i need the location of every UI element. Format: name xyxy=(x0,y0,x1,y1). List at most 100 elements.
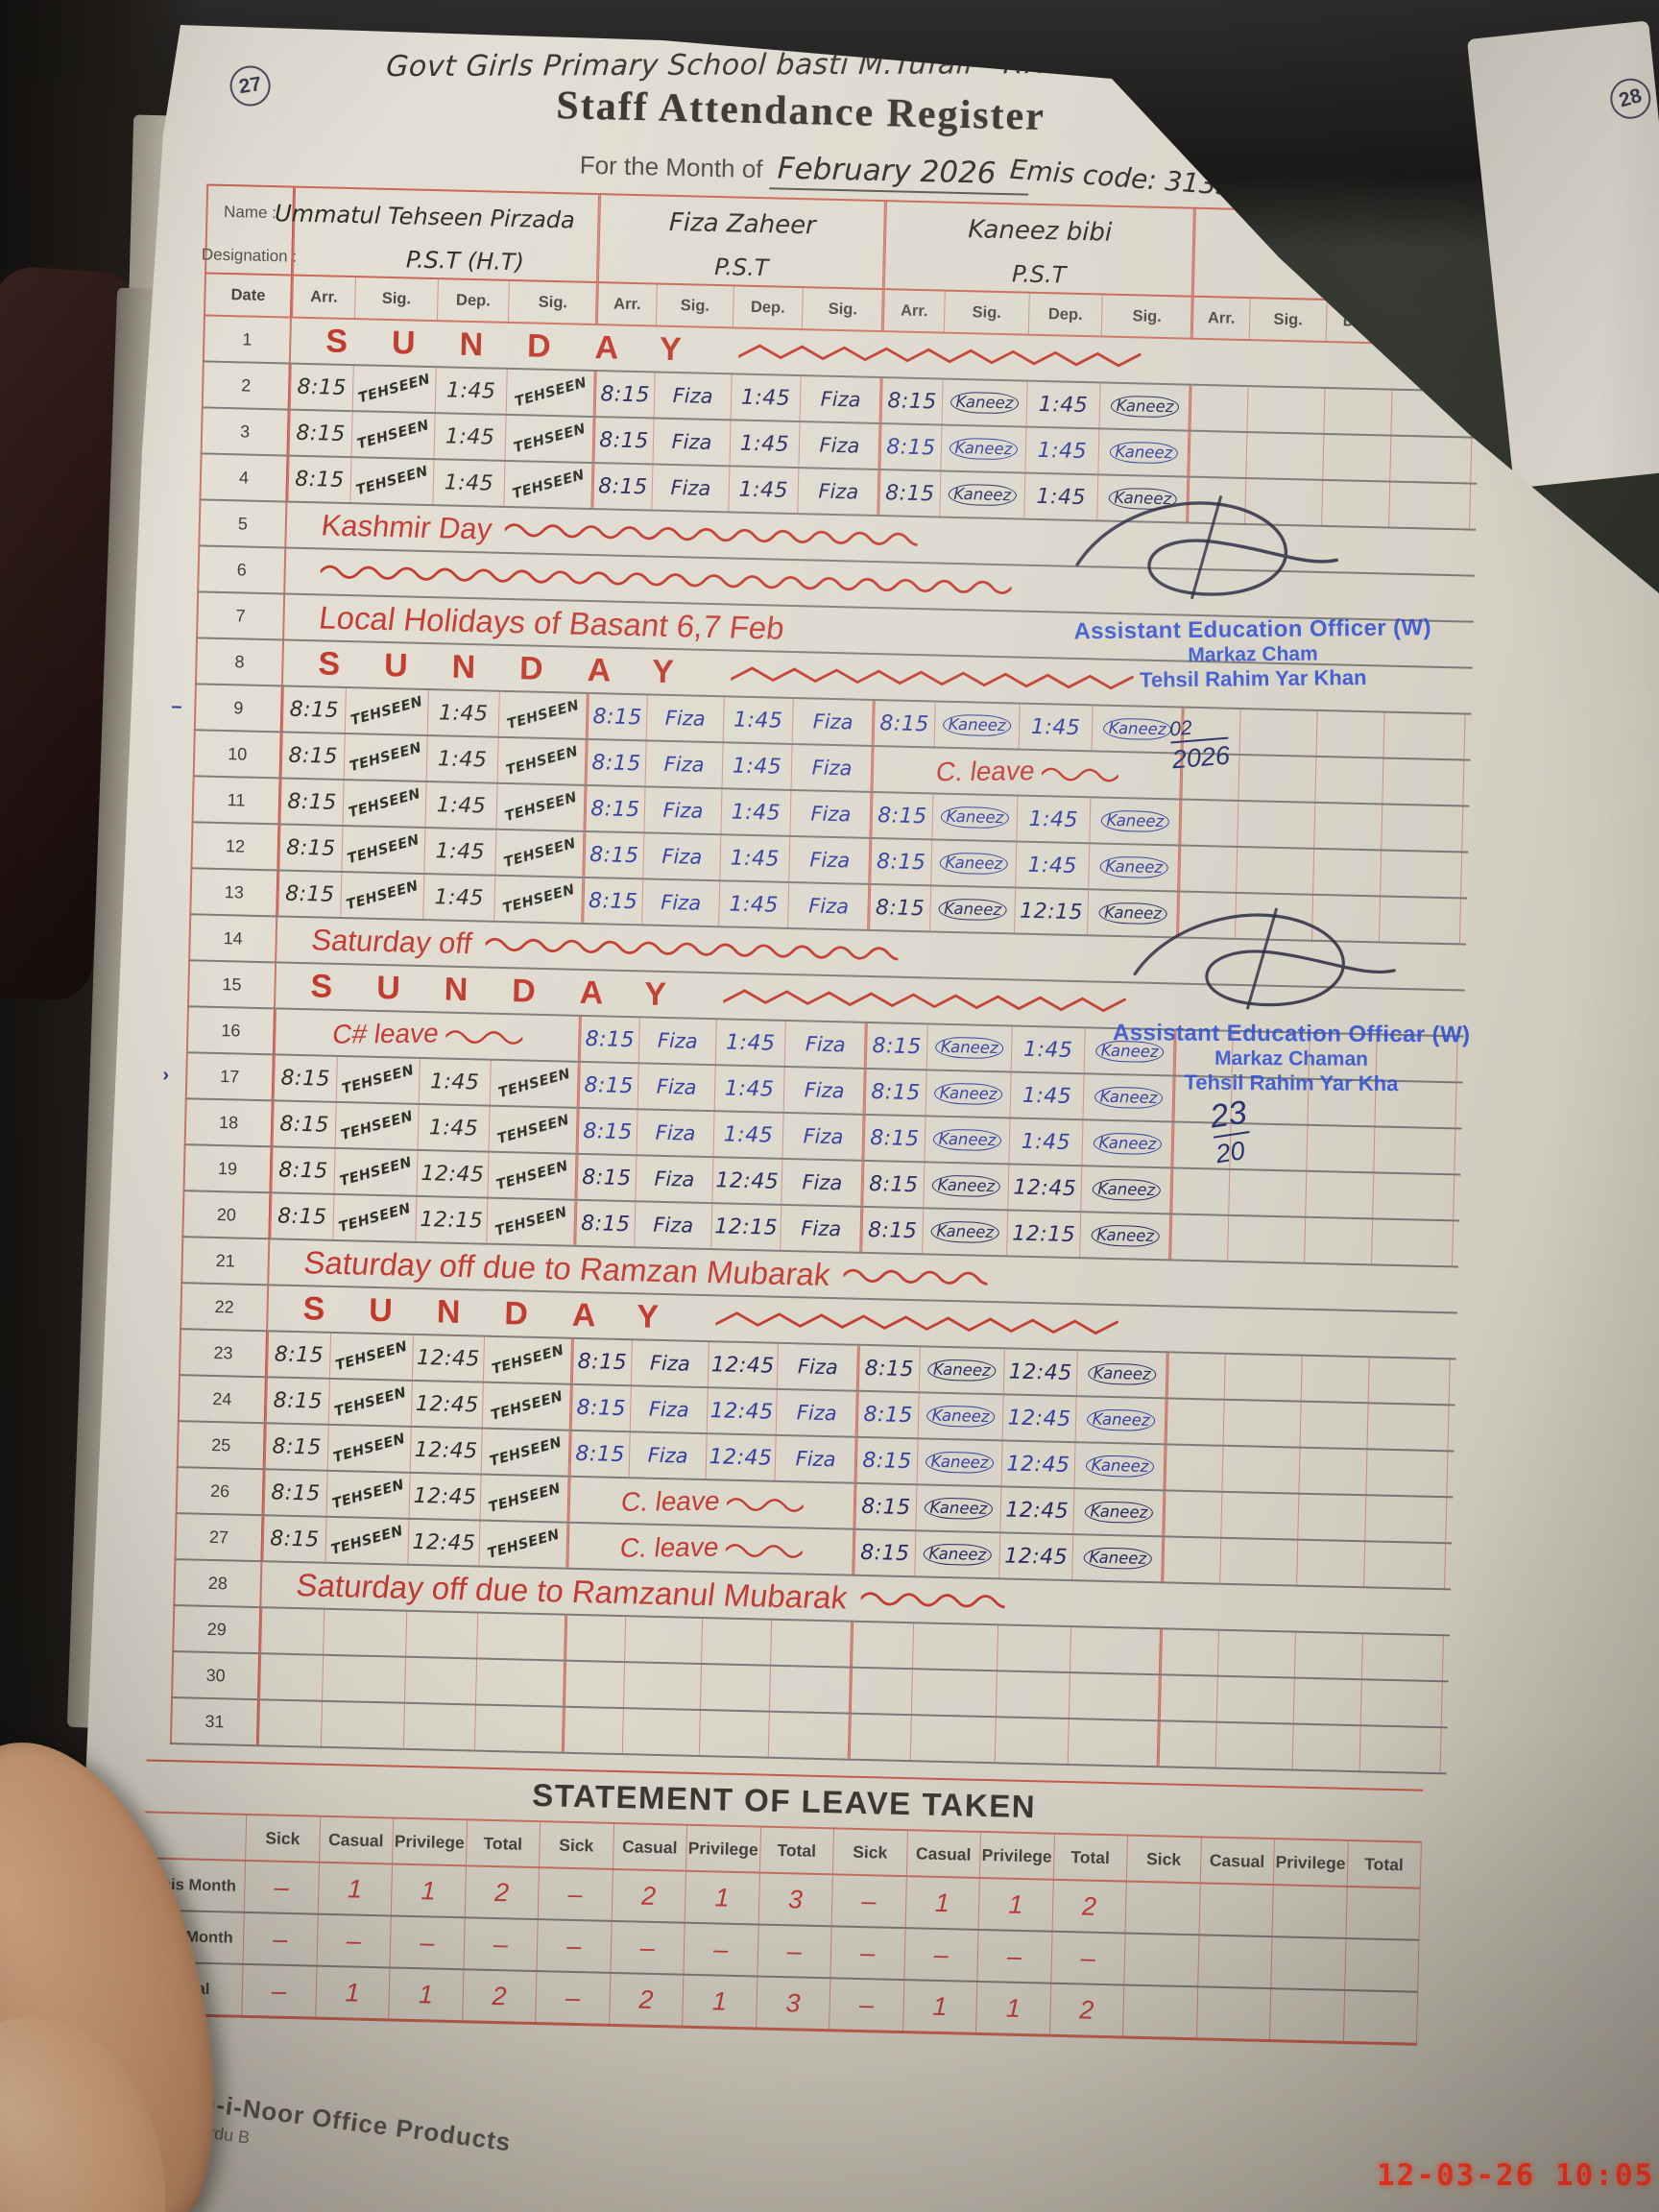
empty-cell xyxy=(1359,1726,1442,1773)
signature-cell: Fiza xyxy=(631,1340,709,1387)
arrival-signature: Kaneez xyxy=(931,1174,1001,1198)
date-cell: 3 xyxy=(200,408,290,455)
empty-cell xyxy=(1158,1629,1219,1675)
arrival-time: 8:15 xyxy=(272,1433,323,1460)
empty-cell xyxy=(1216,1676,1295,1723)
attendance-row: 27 8:15 Tehseen 12:45 Tehseen C. leave 8:15 Kan… xyxy=(174,1514,1453,1591)
signature-cell: Tehseen xyxy=(482,1382,572,1430)
signature-cell: Fiza xyxy=(789,836,872,883)
arrival-signature: Tehseen xyxy=(339,1108,415,1144)
empty-cell xyxy=(1314,803,1383,850)
departure-signature: Tehseen xyxy=(512,421,588,457)
departure-time: 1:45 xyxy=(1021,1129,1071,1155)
departure-cell: 12:45 xyxy=(409,1473,482,1520)
departure-cell: 12:45 xyxy=(706,1434,777,1480)
departure-time: 12:45 xyxy=(421,1161,485,1188)
signature-cell: Fiza xyxy=(652,465,731,512)
empty-cell xyxy=(1222,1446,1301,1493)
date-cell: 23 xyxy=(178,1330,269,1377)
arrival-cell: 8:15 xyxy=(576,1062,639,1109)
attendance-row: 21 Saturday off due to Ramzan Mubarak xyxy=(180,1238,1458,1314)
arrival-cell: 8:15 xyxy=(286,410,353,457)
arrival-time: 8:15 xyxy=(887,388,938,414)
departure-signature: Kaneez xyxy=(1093,1132,1163,1156)
empty-cell xyxy=(1246,433,1325,479)
arrival-signature: Tehseen xyxy=(347,785,422,822)
departure-cell: 1:45 xyxy=(426,736,499,782)
holiday-note-text: Saturday off xyxy=(309,923,474,961)
departure-cell: 12:45 xyxy=(707,1388,778,1434)
empty-cell xyxy=(1238,801,1316,848)
arrival-cell: 8:15 xyxy=(868,838,933,885)
arrival-signature: Tehseen xyxy=(354,463,430,499)
arrival-time: 8:15 xyxy=(588,888,638,914)
leave-value: 1 xyxy=(389,1968,464,2021)
red-squiggle xyxy=(445,1030,523,1045)
arrival-cell: 8:15 xyxy=(567,1431,631,1478)
empty-cell xyxy=(1237,847,1315,894)
arrival-cell: 8:15 xyxy=(574,1154,637,1201)
holiday-note xyxy=(285,549,1469,621)
signature-cell: Fiza xyxy=(781,1205,863,1252)
departure-time: 1:45 xyxy=(732,754,782,780)
signature-cell: Fiza xyxy=(654,373,733,420)
arrival-time: 8:15 xyxy=(875,895,926,921)
arrival-signature: Fiza xyxy=(670,475,711,500)
signature-cell: Fiza xyxy=(643,833,722,880)
month-row: For the Month of February 2026 xyxy=(579,147,1029,196)
arrival-cell: 8:15 xyxy=(852,1529,917,1576)
attendance-row: 15 SUNDAY xyxy=(186,961,1465,1038)
holiday-note: SUNDAY xyxy=(283,640,1467,712)
departure-time: 1:45 xyxy=(738,477,789,503)
departure-time: 1:45 xyxy=(725,1029,776,1056)
leave-value: 2 xyxy=(612,1869,686,1922)
arrival-time: 8:15 xyxy=(876,849,926,875)
date-cell: 12 xyxy=(190,823,280,870)
departure-signature: Tehseen xyxy=(489,1388,565,1424)
empty-cell xyxy=(850,1622,915,1669)
departure-cell: 1:45 xyxy=(433,460,506,506)
signature-cell: Tehseen xyxy=(497,737,588,784)
holiday-note: SUNDAY xyxy=(291,319,1475,391)
arrival-time: 8:15 xyxy=(576,1395,627,1421)
leave-value: – xyxy=(317,1914,392,1967)
arrival-signature: Tehseen xyxy=(330,1477,406,1512)
arrival-time: 8:15 xyxy=(589,796,640,822)
signature-cell: Fiza xyxy=(637,1064,716,1111)
leave-column-header: Casual xyxy=(906,1831,981,1877)
signature-column-header: Sig. xyxy=(508,280,598,325)
designation-cell: P.S.T (H.T) xyxy=(291,239,599,282)
arrival-signature: Fiza xyxy=(654,1166,695,1191)
signature-cell: Kaneez xyxy=(924,1163,1010,1210)
departure-time: 1:45 xyxy=(438,700,489,727)
date-cell: 24 xyxy=(177,1376,267,1423)
departure-signature: Kaneez xyxy=(1099,855,1169,879)
arrival-cell: 8:15 xyxy=(860,1161,926,1208)
leave-column-header: Privilege xyxy=(685,1825,761,1872)
arrival-signature: Fiza xyxy=(656,1074,697,1099)
leave-value: – xyxy=(243,1912,319,1965)
arrival-time: 8:15 xyxy=(585,1026,636,1052)
leave-value: – xyxy=(684,1923,759,1976)
departure-time: 1:45 xyxy=(445,423,495,450)
arrival-cell: 8:15 xyxy=(581,878,644,925)
departure-cell: 1:45 xyxy=(419,1058,492,1105)
arrival-cell: 8:15 xyxy=(277,779,345,826)
empty-cell xyxy=(702,1619,773,1665)
departure-time: 12:15 xyxy=(714,1214,779,1240)
empty-cell xyxy=(562,1661,626,1708)
empty-cell xyxy=(255,1700,323,1746)
empty-cell xyxy=(996,1671,1070,1719)
staff-name: Ummatul Tehseen Pirzada xyxy=(274,200,576,234)
departure-cell: 12:45 xyxy=(712,1158,783,1204)
date-cell: 26 xyxy=(175,1468,265,1515)
leave-value xyxy=(1346,1887,1421,1939)
arrival-time: 8:15 xyxy=(288,743,339,769)
leave-value: 1 xyxy=(976,1982,1051,2034)
empty-cell xyxy=(1298,1494,1367,1541)
red-squiggle xyxy=(715,1311,1119,1335)
departure-cell: 1:45 xyxy=(427,690,500,736)
departure-signature: Fiza xyxy=(801,1216,842,1241)
empty-cell xyxy=(1373,1173,1455,1220)
departure-cell: 1:45 xyxy=(1016,842,1091,889)
